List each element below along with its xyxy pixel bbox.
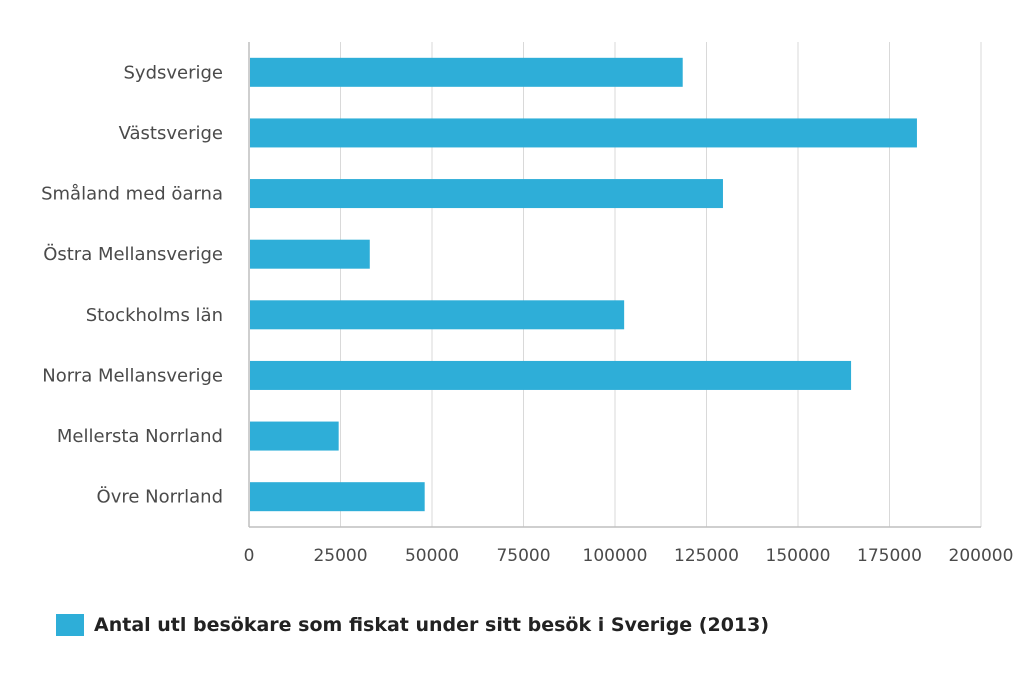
x-tick-label: 175000 <box>857 546 922 566</box>
x-tick-label: 125000 <box>674 546 739 566</box>
bar <box>250 57 683 87</box>
bar-chart-svg: 0 25000 50000 75000 100000 125000 150000 175000… <box>41 42 1014 566</box>
x-tick-label: 50000 <box>405 546 459 566</box>
x-tick-label: 100000 <box>583 546 648 566</box>
bar <box>250 360 852 390</box>
bar <box>250 421 339 451</box>
category-label: Småland med öarna <box>41 184 223 205</box>
legend-swatch <box>56 614 84 636</box>
category-label: Norra Mellansverige <box>42 365 223 386</box>
category-label: Övre Norrland <box>97 486 223 508</box>
category-label: Stockholms län <box>86 305 223 326</box>
x-tick-label: 0 <box>244 546 255 566</box>
bar <box>250 300 625 330</box>
bar <box>250 482 425 512</box>
x-tick-label: 150000 <box>766 546 831 566</box>
x-tick-label: 75000 <box>496 546 550 566</box>
x-tick-label: 25000 <box>313 546 367 566</box>
bar <box>250 118 917 148</box>
x-tick-label: 200000 <box>949 546 1014 566</box>
category-label: Västsverige <box>119 123 223 144</box>
category-label: Sydsverige <box>123 62 223 83</box>
bar <box>250 239 370 269</box>
bar <box>250 179 723 209</box>
legend-label: Antal utl besökare som fiskat under sitt… <box>94 614 770 636</box>
category-label: Östra Mellansverige <box>43 243 223 265</box>
legend: Antal utl besökare som fiskat under sitt… <box>56 614 769 636</box>
category-label: Mellersta Norrland <box>57 426 223 447</box>
